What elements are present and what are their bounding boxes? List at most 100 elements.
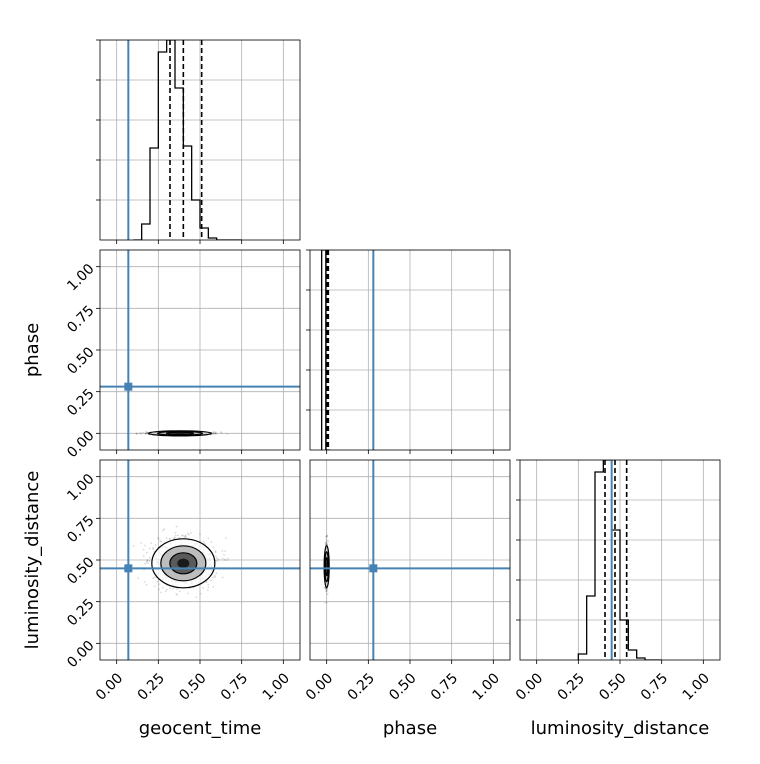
sample-point	[183, 536, 186, 539]
sample-point	[145, 431, 148, 434]
x-tick-label: 0.25	[555, 670, 588, 703]
sample-point	[163, 528, 166, 531]
y-tick-label: 0.00	[64, 638, 97, 671]
x-tick-label: 0.50	[386, 670, 419, 703]
sample-point	[324, 601, 327, 604]
x-tick-label: 0.00	[513, 670, 546, 703]
sample-point	[212, 432, 215, 434]
sample-point	[178, 536, 181, 539]
y-tick-label: 1.00	[64, 261, 97, 294]
sample-point	[145, 551, 148, 554]
sample-point	[214, 551, 217, 554]
sample-point	[156, 580, 159, 583]
sample-point	[221, 557, 224, 560]
sample-point	[325, 543, 328, 546]
sample-point	[214, 432, 217, 435]
panel-content	[520, 460, 720, 660]
sample-point	[136, 433, 139, 435]
sample-point	[152, 577, 155, 579]
sample-point	[168, 537, 171, 540]
sample-point	[325, 536, 328, 538]
x-tick-label: 0.50	[176, 670, 209, 703]
sample-point	[205, 581, 208, 584]
y-tick-label: 0.75	[64, 513, 97, 546]
sample-point	[195, 596, 198, 599]
sample-point	[141, 431, 144, 434]
sample-point	[326, 543, 329, 546]
sample-point	[327, 540, 330, 543]
panel-content	[310, 250, 510, 450]
sample-point	[160, 591, 162, 594]
sample-point	[158, 588, 161, 591]
x-tick-label: 0.00	[303, 670, 336, 703]
contour-core	[174, 432, 186, 434]
sample-point	[152, 548, 155, 551]
x-axis-label: geocent_time	[139, 718, 262, 739]
sample-point	[214, 576, 216, 579]
sample-point	[188, 533, 190, 536]
sample-point	[184, 534, 187, 537]
sample-point	[143, 562, 146, 565]
x-tick-label: 1.00	[470, 670, 503, 703]
y-tick-label: 0.25	[64, 386, 97, 419]
sample-point	[142, 555, 145, 558]
sample-point	[137, 577, 140, 580]
sample-point	[223, 553, 225, 556]
sample-point	[176, 588, 179, 590]
sample-point	[145, 583, 148, 586]
sample-point	[145, 432, 148, 435]
sample-point	[153, 585, 156, 588]
sample-point	[207, 583, 210, 586]
sample-point	[325, 542, 327, 544]
sample-point	[326, 593, 329, 595]
sample-point	[145, 561, 148, 564]
sample-point	[199, 540, 202, 543]
y-tick-label: 0.25	[64, 596, 97, 629]
sample-point	[217, 558, 220, 561]
sample-point	[220, 432, 223, 435]
sample-point	[150, 542, 153, 545]
sample-point	[216, 557, 218, 560]
sample-point	[177, 534, 179, 537]
sample-point	[144, 433, 147, 435]
sample-point	[205, 580, 208, 583]
sample-point	[207, 537, 210, 540]
x-tick-label: 0.75	[218, 670, 251, 703]
sample-point	[215, 572, 218, 575]
sample-point	[146, 432, 149, 435]
sample-point	[161, 586, 164, 589]
sample-point	[169, 587, 171, 589]
sample-point	[214, 432, 217, 435]
sample-point	[221, 576, 224, 579]
panel-content	[310, 460, 510, 660]
sample-point	[326, 601, 328, 604]
panel-phase-phase	[306, 249, 511, 454]
sample-point	[139, 431, 142, 434]
sample-point	[157, 537, 160, 540]
sample-point	[203, 542, 205, 544]
sample-point	[176, 594, 179, 596]
sample-point	[186, 532, 189, 535]
sample-point	[214, 555, 217, 558]
x-tick-label: 0.75	[428, 670, 461, 703]
histogram-step	[321, 250, 330, 450]
sample-point	[206, 589, 209, 592]
sample-point	[212, 430, 215, 433]
sample-point	[146, 559, 149, 562]
sample-point	[132, 544, 135, 547]
panel-phase-geocent_time: 0.00 0.25 0.50 0.75 1.00 phase	[22, 249, 301, 461]
sample-point	[225, 559, 228, 562]
sample-point	[174, 531, 177, 534]
sample-point	[326, 534, 328, 537]
sample-point	[149, 556, 151, 559]
sample-point	[148, 547, 151, 550]
panel-luminosity_distance-geocent_time: 0.00 0.25 0.50 0.75 1.00geocent_time0.000.25…	[22, 459, 301, 739]
sample-point	[207, 586, 210, 589]
truth-marker	[124, 564, 133, 573]
sample-point	[226, 557, 229, 560]
sample-point	[212, 546, 215, 549]
sample-point	[224, 550, 227, 553]
sample-point	[135, 432, 138, 435]
sample-point	[325, 538, 328, 541]
sample-point	[182, 534, 185, 537]
